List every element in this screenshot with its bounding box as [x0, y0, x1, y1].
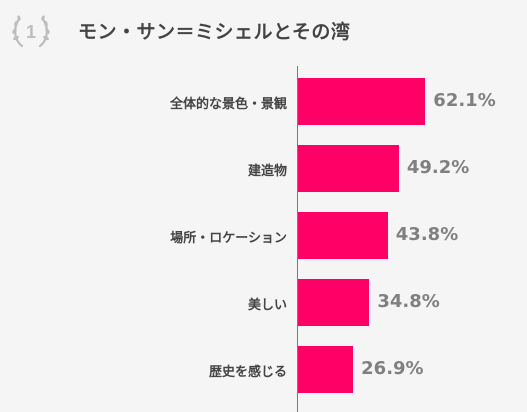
- category-label: 歴史を感じる: [208, 364, 287, 380]
- category-label: 全体的な景色・景観: [169, 96, 287, 112]
- bar: [298, 212, 388, 259]
- bar: [298, 279, 370, 326]
- category-label: 場所・ロケーション: [170, 230, 287, 246]
- value-label: 62.1%: [433, 89, 496, 111]
- laurel-icon: 1: [12, 15, 50, 48]
- chart-title: モン・サン＝ミシェルとその湾: [78, 21, 351, 43]
- value-label: 26.9%: [361, 357, 424, 379]
- rank-badge: 1: [8, 8, 54, 54]
- category-label: 美しい: [247, 297, 287, 313]
- chart-header: 1 モン・サン＝ミシェルとその湾: [0, 0, 527, 64]
- value-label: 43.8%: [395, 223, 459, 245]
- value-label: 34.8%: [377, 290, 440, 312]
- category-axis-line: [297, 66, 298, 412]
- bar: [298, 78, 426, 125]
- rank-number: 1: [26, 22, 36, 42]
- value-label: 49.2%: [406, 156, 470, 178]
- category-label: 建造物: [247, 163, 287, 179]
- bar: [298, 346, 354, 393]
- bar: [298, 145, 399, 192]
